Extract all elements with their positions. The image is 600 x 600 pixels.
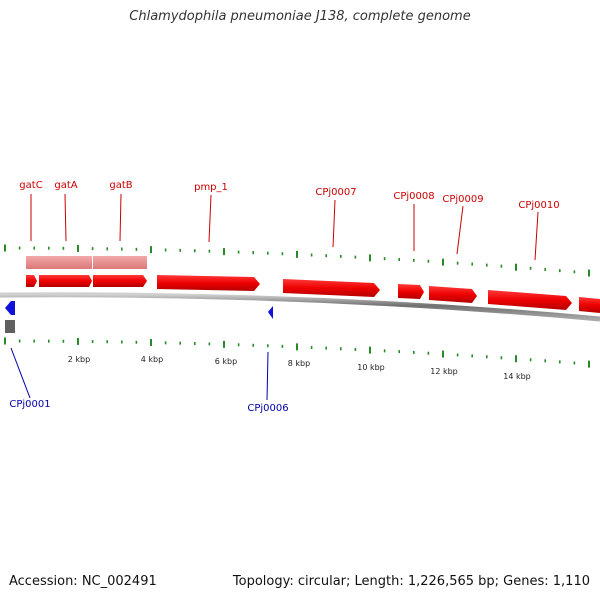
label-CPj0006[interactable]: CPj0006	[247, 403, 288, 414]
label-gatB[interactable]: gatB	[109, 180, 132, 191]
gene-arrow-partial[interactable]	[579, 297, 600, 313]
gene-arrow-CPj0009[interactable]	[429, 286, 477, 303]
genome-stats-text: Topology: circular; Length: 1,226,565 bp…	[232, 574, 590, 589]
gene-arrow-CPj0007[interactable]	[283, 279, 380, 297]
label-CPj0007[interactable]: CPj0007	[315, 187, 356, 198]
rna-feature-1	[26, 256, 92, 269]
tick-row-bottom	[4, 337, 590, 368]
leader-CPj0009	[456, 205, 464, 255]
gene-arrow-gatA[interactable]	[39, 275, 92, 287]
scale-labels: 2 kbp 4 kbp 6 kbp 8 kbp 10 kbp 12 kbp 14…	[68, 355, 531, 381]
label-CPj0001[interactable]: CPj0001	[9, 399, 50, 410]
gene-arrow-pmp_1[interactable]	[157, 275, 260, 291]
label-leader-lines	[10, 193, 539, 401]
tick-row-top	[4, 244, 590, 277]
gene-labels: gatC gatA gatB pmp_1 CPj0007 CPj0008 CPj…	[9, 180, 559, 414]
gene-arrow-gatB[interactable]	[93, 275, 147, 287]
scale-label-14kbp: 14 kbp	[503, 372, 531, 381]
scale-label-2kbp: 2 kbp	[68, 355, 90, 364]
forward-gene-arrows	[26, 275, 600, 313]
leader-CPj0007	[332, 199, 336, 248]
gene-arrow-CPj0001[interactable]	[5, 301, 15, 315]
gene-arrow-CPj0010[interactable]	[488, 290, 572, 310]
label-CPj0009[interactable]: CPj0009	[442, 194, 483, 205]
scale-label-12kbp: 12 kbp	[430, 367, 458, 376]
leader-CPj0006	[266, 351, 269, 401]
scale-label-10kbp: 10 kbp	[357, 363, 385, 372]
label-pmp_1[interactable]: pmp_1	[194, 182, 228, 193]
label-gatA[interactable]: gatA	[54, 180, 77, 191]
scale-label-6kbp: 6 kbp	[215, 357, 237, 366]
gene-arrow-CPj0006[interactable]	[268, 306, 273, 319]
scale-label-8kbp: 8 kbp	[288, 359, 310, 368]
leader-CPj0001	[10, 347, 31, 399]
accession-text: Accession: NC_002491	[9, 574, 157, 589]
gene-arrow-gatC[interactable]	[26, 275, 37, 287]
reverse-feature-gray	[5, 320, 15, 333]
label-CPj0008[interactable]: CPj0008	[393, 191, 434, 202]
label-gatC[interactable]: gatC	[19, 180, 42, 191]
leader-gatB	[119, 193, 122, 242]
leader-pmp_1	[208, 194, 212, 243]
rna-feature-2	[93, 256, 147, 269]
genome-backbone	[0, 292, 600, 322]
map-title: Chlamydophila pneumoniae J138, complete …	[129, 9, 471, 24]
scale-label-4kbp: 4 kbp	[141, 355, 163, 364]
gene-arrow-CPj0008[interactable]	[398, 284, 424, 299]
leader-CPj0010	[534, 211, 539, 261]
label-CPj0010[interactable]: CPj0010	[518, 200, 559, 211]
leader-gatA	[64, 193, 67, 242]
